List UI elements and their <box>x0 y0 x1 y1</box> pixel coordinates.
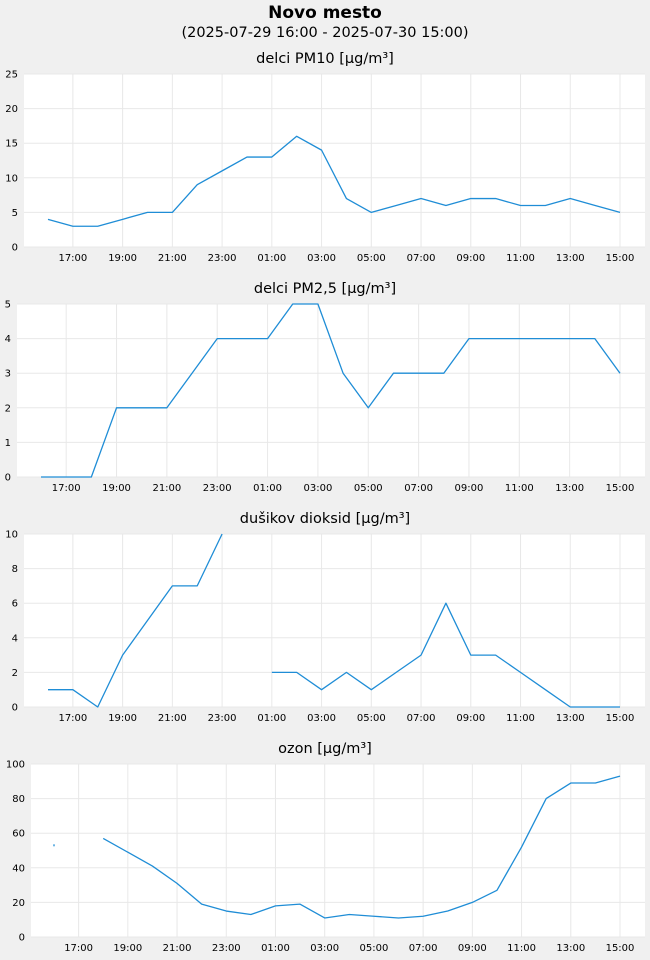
y-tick-label-pm25: 3 <box>5 369 11 380</box>
x-tick-label-pm10: 23:00 <box>208 253 237 264</box>
x-tick-label-ozone: 23:00 <box>212 943 241 954</box>
x-tick-label-pm10: 15:00 <box>606 253 635 264</box>
x-tick-label-no2: 03:00 <box>307 713 336 724</box>
x-tick-label-pm25: 19:00 <box>102 483 131 494</box>
y-tick-label-ozone: 40 <box>12 863 25 874</box>
x-tick-label-pm10: 07:00 <box>407 253 436 264</box>
period-subtitle: (2025-07-29 16:00 - 2025-07-30 15:00) <box>181 25 469 41</box>
x-tick-label-pm25: 09:00 <box>455 483 484 494</box>
series-line-no2 <box>271 602 620 708</box>
x-tick-label-ozone: 05:00 <box>359 943 388 954</box>
chart-title-pm10: delci PM10 [µg/m³] <box>256 51 394 67</box>
x-tick-label-pm10: 01:00 <box>257 253 286 264</box>
y-tick-label-no2: 0 <box>12 703 18 714</box>
x-tick-label-no2: 15:00 <box>606 713 635 724</box>
y-tick-label-pm25: 5 <box>5 300 11 311</box>
x-tick-label-pm10: 05:00 <box>357 253 386 264</box>
x-tick-label-pm25: 21:00 <box>152 483 181 494</box>
y-tick-label-pm25: 2 <box>5 403 11 414</box>
x-tick-label-ozone: 03:00 <box>310 943 339 954</box>
x-tick-label-pm10: 17:00 <box>58 253 87 264</box>
y-tick-label-ozone: 100 <box>6 760 25 771</box>
y-tick-label-no2: 10 <box>5 530 18 541</box>
x-tick-label-ozone: 09:00 <box>458 943 487 954</box>
x-tick-label-pm25: 15:00 <box>606 483 635 494</box>
y-tick-label-pm10: 0 <box>12 243 18 254</box>
y-tick-label-ozone: 0 <box>19 933 25 944</box>
y-tick-label-pm10: 5 <box>12 208 18 219</box>
x-tick-label-no2: 13:00 <box>556 713 585 724</box>
x-tick-label-pm10: 13:00 <box>556 253 585 264</box>
x-tick-label-no2: 05:00 <box>357 713 386 724</box>
y-tick-label-pm10: 25 <box>5 70 18 81</box>
x-tick-label-ozone: 21:00 <box>163 943 192 954</box>
x-tick-label-pm10: 11:00 <box>506 253 535 264</box>
y-tick-label-pm25: 1 <box>5 438 11 449</box>
y-tick-label-pm10: 20 <box>5 104 18 115</box>
x-tick-label-pm10: 09:00 <box>456 253 485 264</box>
x-tick-label-ozone: 17:00 <box>64 943 93 954</box>
x-tick-label-no2: 01:00 <box>257 713 286 724</box>
y-tick-label-ozone: 60 <box>12 829 25 840</box>
x-tick-label-ozone: 01:00 <box>261 943 290 954</box>
y-tick-label-ozone: 20 <box>12 898 25 909</box>
x-tick-label-pm25: 23:00 <box>203 483 232 494</box>
x-tick-label-no2: 19:00 <box>108 713 137 724</box>
series-line-ozone <box>102 775 621 919</box>
x-tick-label-pm25: 07:00 <box>404 483 433 494</box>
series-line-pm25 <box>41 303 621 478</box>
x-tick-label-ozone: 19:00 <box>113 943 142 954</box>
x-tick-label-ozone: 11:00 <box>507 943 536 954</box>
plot-area-no2 <box>24 534 645 707</box>
x-tick-label-no2: 11:00 <box>506 713 535 724</box>
series-line-no2 <box>48 533 223 708</box>
y-tick-label-pm10: 10 <box>5 173 18 184</box>
x-tick-label-pm10: 03:00 <box>307 253 336 264</box>
chart-title-no2: dušikov dioksid [µg/m³] <box>239 511 411 527</box>
x-tick-label-ozone: 15:00 <box>606 943 635 954</box>
y-tick-label-no2: 4 <box>12 633 18 644</box>
y-tick-label-pm25: 4 <box>5 334 11 345</box>
y-tick-label-no2: 2 <box>12 668 18 679</box>
x-tick-label-pm25: 11:00 <box>505 483 534 494</box>
y-tick-label-pm25: 0 <box>5 473 11 484</box>
x-tick-label-pm10: 21:00 <box>158 253 187 264</box>
y-tick-label-pm10: 15 <box>5 139 18 150</box>
x-tick-label-ozone: 07:00 <box>409 943 438 954</box>
x-tick-label-pm25: 17:00 <box>52 483 81 494</box>
x-tick-label-no2: 23:00 <box>208 713 237 724</box>
page-title: Novo mesto <box>268 3 382 23</box>
x-tick-label-pm25: 13:00 <box>555 483 584 494</box>
y-tick-label-ozone: 80 <box>12 794 25 805</box>
x-tick-label-no2: 09:00 <box>456 713 485 724</box>
x-tick-label-pm25: 01:00 <box>253 483 282 494</box>
series-line-pm10 <box>47 135 621 227</box>
x-tick-label-pm10: 19:00 <box>108 253 137 264</box>
chart-title-ozone: ozon [µg/m³] <box>278 741 372 757</box>
chart-title-pm25: delci PM2,5 [µg/m³] <box>253 281 397 297</box>
x-tick-label-no2: 07:00 <box>407 713 436 724</box>
x-tick-label-no2: 21:00 <box>158 713 187 724</box>
x-tick-label-no2: 17:00 <box>58 713 87 724</box>
x-tick-label-ozone: 13:00 <box>556 943 585 954</box>
y-tick-label-no2: 6 <box>12 599 18 610</box>
plot-area-ozone <box>31 764 645 937</box>
x-tick-label-pm25: 05:00 <box>354 483 383 494</box>
x-tick-label-pm25: 03:00 <box>303 483 332 494</box>
y-tick-label-no2: 8 <box>12 564 18 575</box>
plot-area-pm25 <box>17 304 645 477</box>
